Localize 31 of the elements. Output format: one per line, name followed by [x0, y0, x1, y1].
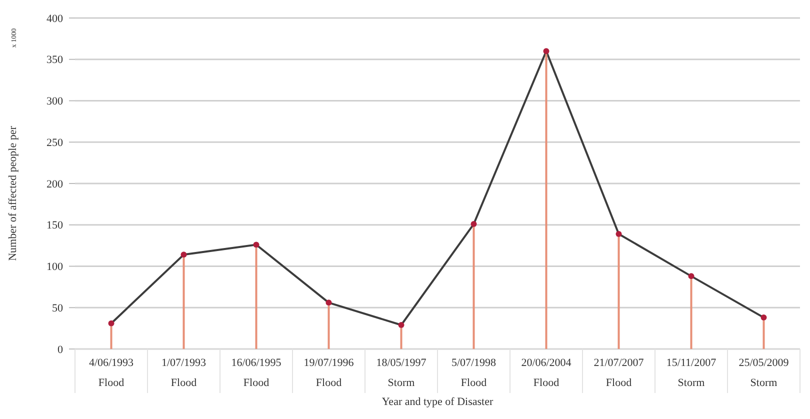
point	[688, 273, 694, 280]
x-tick-label: 21/07/2007 Flood	[594, 357, 644, 389]
point	[326, 300, 332, 306]
y-tick-label: 300	[46, 96, 64, 108]
x-tick-label: 15/11/2007 Storm	[666, 357, 717, 389]
x-tick-label: 20/06/2004 Flood	[521, 357, 572, 389]
y-tick-label: 200	[46, 178, 64, 190]
x-tick-label: 19/07/1996 Flood	[304, 357, 354, 389]
y-tick-label: 100	[46, 261, 64, 274]
y-tick-label: 350	[46, 54, 64, 66]
point	[398, 322, 404, 328]
y-tick-label: 150	[46, 220, 64, 232]
point	[470, 221, 477, 228]
x-axis-title: Year and type of Disaster	[382, 396, 494, 408]
x-tick-label: 4/06/1993 Flood	[88, 357, 134, 389]
y-tick-label: 400	[46, 12, 64, 25]
y-tick-label: 0	[58, 344, 64, 356]
point	[760, 314, 767, 321]
point	[253, 242, 260, 248]
point	[543, 48, 550, 54]
point	[108, 320, 114, 326]
x-tick-label: 18/05/1997 Storm	[376, 357, 427, 389]
x-tick-label: 1/07/1993 Flood	[161, 357, 207, 389]
x-tick-label: 5/07/1998 Flood	[451, 357, 497, 389]
y-axis-title: Number of affected people per	[7, 126, 19, 261]
x-tick-label: 16/06/1995 Flood	[231, 357, 282, 389]
point	[180, 252, 187, 258]
point	[616, 230, 622, 237]
y-tick-label: 50	[52, 302, 64, 314]
y-tick-label: 250	[46, 136, 64, 149]
x-tick-label: 25/05/2009 Storm	[738, 357, 790, 389]
